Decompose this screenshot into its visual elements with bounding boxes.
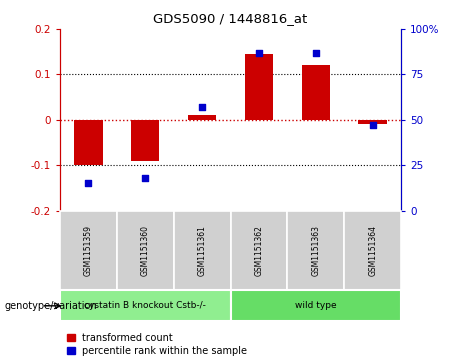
Bar (301, 65, 330, 120)
Bar (287, 211, 344, 290)
Bar (358, 120, 387, 124)
Bar (188, 115, 216, 120)
Bar (74, 120, 102, 165)
Text: GSM1151364: GSM1151364 (368, 225, 377, 276)
Point (255, 50, 263, 56)
Title: GDS5090 / 1448816_at: GDS5090 / 1448816_at (154, 12, 307, 25)
Text: GSM1151362: GSM1151362 (254, 225, 263, 276)
Bar (245, 54, 273, 120)
Bar (60, 211, 117, 290)
Bar (230, 211, 287, 290)
Point (198, 104, 206, 110)
Point (312, 50, 319, 56)
Text: GSM1151361: GSM1151361 (198, 225, 207, 276)
Text: cystatin B knockout Cstb-/-: cystatin B knockout Cstb-/- (84, 301, 206, 310)
Bar (174, 211, 230, 290)
Bar (131, 120, 160, 160)
Text: GSM1151360: GSM1151360 (141, 225, 150, 276)
Bar (230, 290, 401, 321)
Text: GSM1151359: GSM1151359 (84, 225, 93, 276)
Text: GSM1151363: GSM1151363 (311, 225, 320, 276)
Text: wild type: wild type (295, 301, 337, 310)
Bar (117, 211, 174, 290)
Bar (60, 290, 230, 321)
Bar (344, 211, 401, 290)
Legend: transformed count, percentile rank within the sample: transformed count, percentile rank withi… (65, 331, 249, 358)
Text: genotype/variation: genotype/variation (5, 301, 97, 311)
Point (142, 175, 149, 181)
Point (85, 180, 92, 186)
Point (369, 122, 376, 128)
